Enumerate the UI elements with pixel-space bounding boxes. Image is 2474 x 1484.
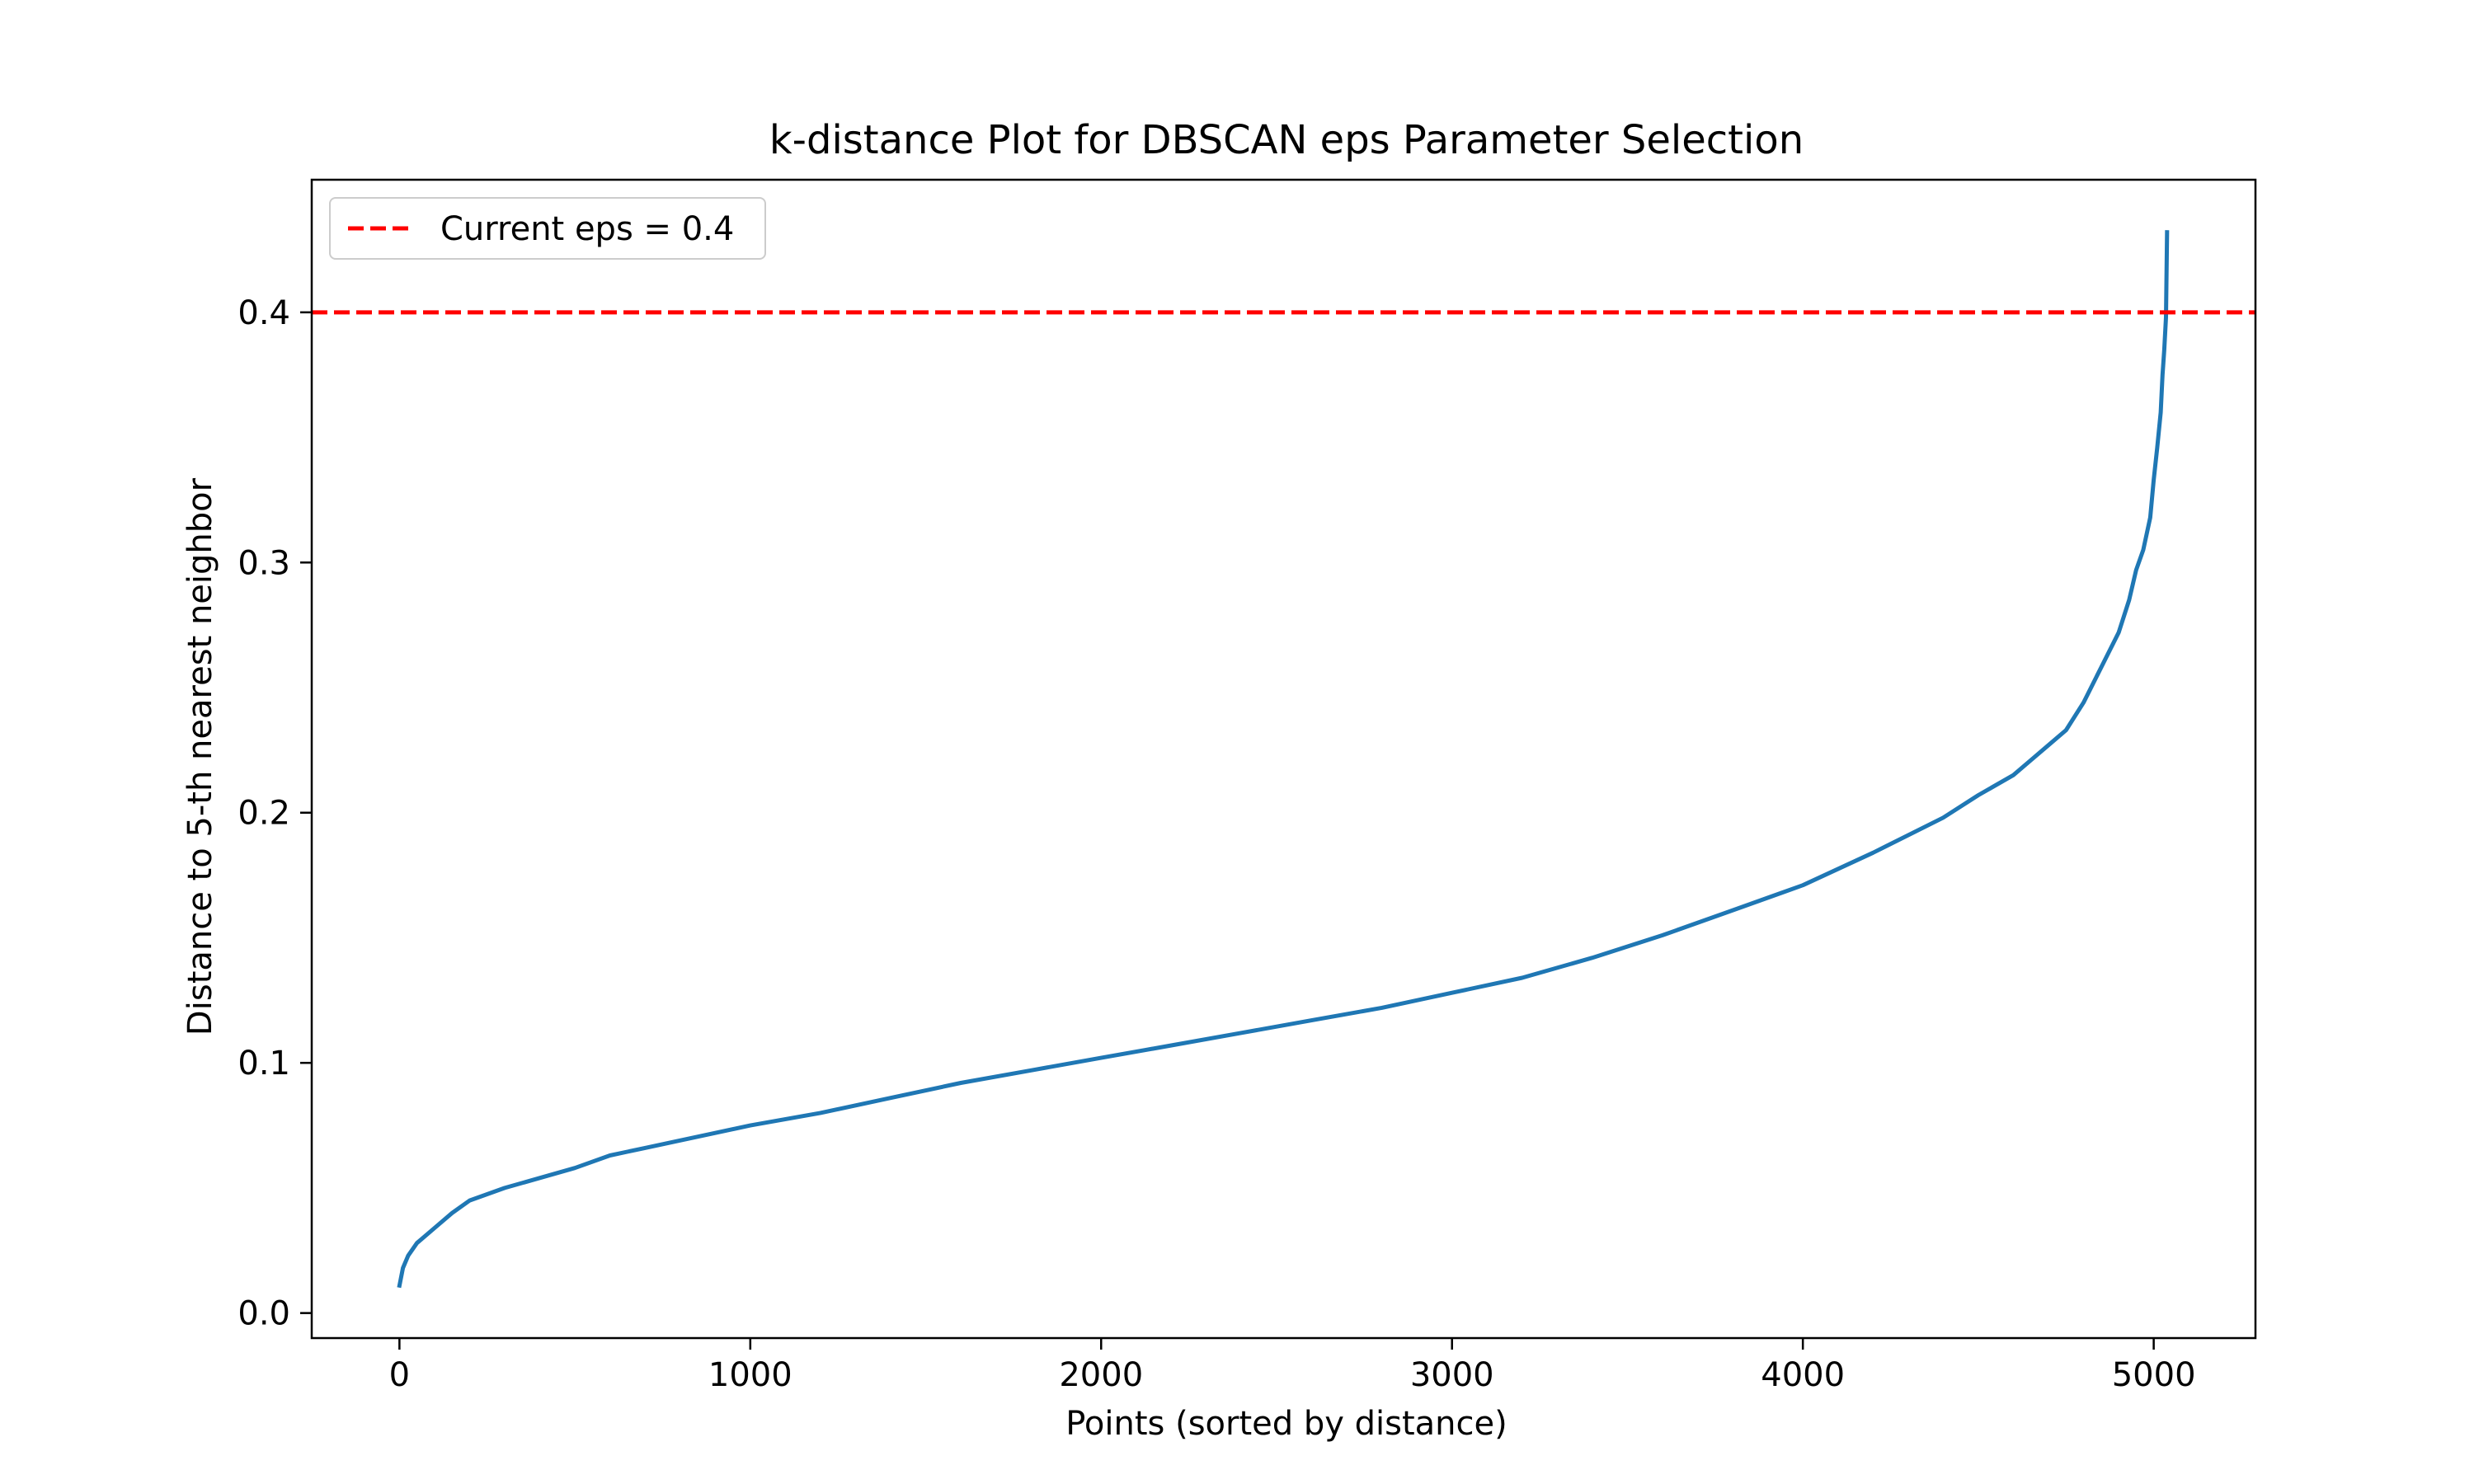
legend-label: Current eps = 0.4 [440, 210, 734, 248]
x-tick-label: 2000 [1059, 1356, 1143, 1394]
x-tick-label: 1000 [708, 1356, 793, 1394]
chart-title: k-distance Plot for DBSCAN eps Parameter… [769, 117, 1804, 163]
plot-area [312, 230, 2255, 1289]
axes: 0 1000 2000 3000 4000 5000 0.0 0.1 0.2 0.3 0.4 [238, 178, 2257, 1394]
x-tick-label: 4000 [1761, 1356, 1845, 1394]
x-tick-label: 5000 [2112, 1356, 2196, 1394]
y-tick-label: 0.1 [238, 1045, 290, 1082]
legend: Current eps = 0.4 [329, 197, 766, 260]
y-axis-label: Distance to 5-th nearest neighbor [181, 477, 219, 1036]
y-tick-label: 0.0 [238, 1295, 290, 1333]
plot-frame [310, 178, 2257, 1340]
x-tick-label: 3000 [1410, 1356, 1494, 1394]
y-tick-label: 0.4 [238, 294, 290, 332]
x-axis-label: Points (sorted by distance) [1065, 1405, 1507, 1443]
x-tick-label: 0 [389, 1356, 410, 1394]
y-tick-label: 0.2 [238, 795, 290, 833]
k-distance-line [397, 230, 2170, 1289]
legend-box [329, 197, 766, 260]
plot-clip-group [312, 230, 2255, 1289]
y-tick-label: 0.3 [238, 544, 290, 582]
